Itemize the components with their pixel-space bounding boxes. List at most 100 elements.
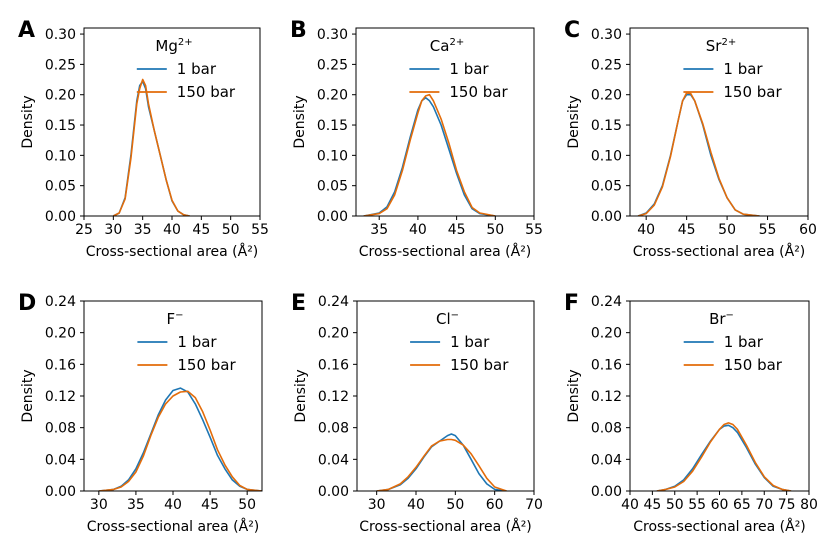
y-tick-label: 0.25 [317, 57, 348, 73]
x-tick-label: 75 [778, 497, 796, 513]
ion-title: Ca2+ [430, 37, 464, 55]
axes-frame [83, 27, 261, 217]
y-tick-label: 0.05 [591, 179, 622, 195]
panel-A: A 25 30 35 40 45 50 55 0.00 0.05 0.10 0.15 0.20 0.25 0… [18, 18, 269, 260]
y-tick-label: 0.16 [591, 357, 622, 373]
y-tick-label: 0.20 [591, 326, 622, 342]
y-tick-label: 0.20 [591, 88, 622, 104]
legend-label: 1 bar [450, 333, 490, 351]
panel-B: B 35 40 45 50 55 0.00 0.05 0.10 0.15 0.20 0.25 0.30 C… [290, 18, 543, 260]
x-tick-label: 45 [678, 222, 696, 238]
y-tick-label: 0.15 [317, 118, 348, 134]
x-tick-label: 55 [251, 222, 269, 238]
x-tick-label: 45 [201, 497, 219, 513]
y-axis-label: Density [292, 95, 308, 148]
x-tick-label: 35 [127, 497, 145, 513]
y-tick-label: 0.00 [317, 209, 348, 225]
x-tick-label: 35 [134, 222, 152, 238]
panel-letter: F [564, 291, 579, 316]
x-tick-label: 50 [486, 222, 504, 238]
y-tick-label: 0.15 [45, 118, 76, 134]
x-tick-label: 45 [643, 497, 661, 513]
y-tick-label: 0.12 [591, 389, 622, 405]
y-tick-label: 0.24 [45, 294, 76, 310]
y-tick-label: 0.12 [45, 389, 76, 405]
x-tick-label: 80 [800, 497, 818, 513]
x-axis-label: Cross-sectional area (Å²) [359, 243, 532, 260]
y-tick-label: 0.30 [45, 27, 76, 43]
y-tick-label: 0.10 [591, 148, 622, 164]
x-axis-label: Cross-sectional area (Å²) [359, 518, 532, 535]
axes-frame [355, 27, 535, 217]
x-tick-label: 40 [164, 497, 182, 513]
series-line-150bar [112, 78, 190, 216]
x-axis-label: Cross-sectional area (Å²) [87, 518, 260, 535]
y-tick-label: 0.04 [318, 452, 349, 468]
y-tick-label: 0.08 [45, 421, 76, 437]
y-axis-label: Density [566, 95, 582, 148]
panel-D: D 30 35 40 45 50 0.00 0.04 0.08 0.12 0.16 0.20 0.24 C… [18, 291, 263, 535]
x-tick-label: 45 [192, 222, 210, 238]
x-tick-label: 45 [448, 222, 466, 238]
y-tick-label: 0.30 [317, 27, 348, 43]
legend-label: 1 bar [723, 60, 763, 78]
y-tick-label: 0.20 [45, 88, 76, 104]
ion-title: Br− [709, 310, 734, 328]
legend-label: 1 bar [724, 333, 764, 351]
series-line-150bar [376, 438, 507, 491]
x-tick-label: 50 [222, 222, 240, 238]
legend-label: 150 bar [177, 83, 236, 101]
y-tick-label: 0.10 [317, 148, 348, 164]
x-tick-label: 60 [799, 222, 817, 238]
legend-label: 150 bar [177, 356, 236, 374]
panel-letter: E [291, 291, 306, 316]
series-line-150bar [363, 93, 496, 216]
y-tick-label: 0.24 [318, 294, 349, 310]
x-tick-label: 55 [759, 222, 777, 238]
y-tick-label: 0.25 [45, 57, 76, 73]
x-tick-label: 50 [446, 497, 464, 513]
panel-letter: A [18, 18, 35, 43]
x-tick-label: 40 [163, 222, 181, 238]
y-tick-label: 0.10 [45, 148, 76, 164]
x-axis-label: Cross-sectional area (Å²) [86, 243, 259, 260]
y-tick-label: 0.12 [318, 389, 349, 405]
y-axis-label: Density [20, 95, 36, 148]
y-tick-label: 0.25 [591, 57, 622, 73]
series-line-1bar [363, 96, 496, 216]
panel-letter: B [290, 18, 307, 43]
series-line-1bar [376, 433, 507, 491]
y-tick-label: 0.05 [45, 179, 76, 195]
y-tick-label: 0.30 [591, 27, 622, 43]
y-tick-label: 0.00 [45, 484, 76, 500]
y-tick-label: 0.00 [45, 209, 76, 225]
y-axis-label: Density [566, 369, 582, 422]
x-tick-label: 50 [666, 497, 684, 513]
x-tick-label: 55 [688, 497, 706, 513]
legend-label: 1 bar [177, 60, 217, 78]
panel-letter: D [18, 291, 36, 316]
x-tick-label: 30 [104, 222, 122, 238]
y-tick-label: 0.05 [317, 179, 348, 195]
ion-title: F− [166, 310, 183, 328]
x-tick-label: 60 [486, 497, 504, 513]
series-line-1bar [112, 80, 190, 216]
series-line-150bar [656, 422, 792, 491]
panel-letter: C [564, 18, 580, 43]
y-tick-label: 0.20 [45, 326, 76, 342]
y-tick-label: 0.00 [591, 209, 622, 225]
x-tick-label: 40 [621, 497, 639, 513]
x-tick-label: 50 [238, 497, 256, 513]
y-tick-label: 0.04 [45, 452, 76, 468]
x-tick-label: 35 [370, 222, 388, 238]
series-line-1bar [656, 424, 792, 491]
panel-C: C 40 45 50 55 60 0.00 0.05 0.10 0.15 0.20 0.25 0.30 C… [564, 18, 817, 260]
axes-frame [629, 300, 810, 492]
series-line-150bar [637, 92, 760, 216]
y-tick-label: 0.16 [45, 357, 76, 373]
y-tick-label: 0.00 [591, 484, 622, 500]
x-tick-label: 55 [525, 222, 543, 238]
y-tick-label: 0.08 [591, 421, 622, 437]
y-axis-label: Density [20, 369, 36, 422]
series-line-1bar [98, 387, 262, 491]
